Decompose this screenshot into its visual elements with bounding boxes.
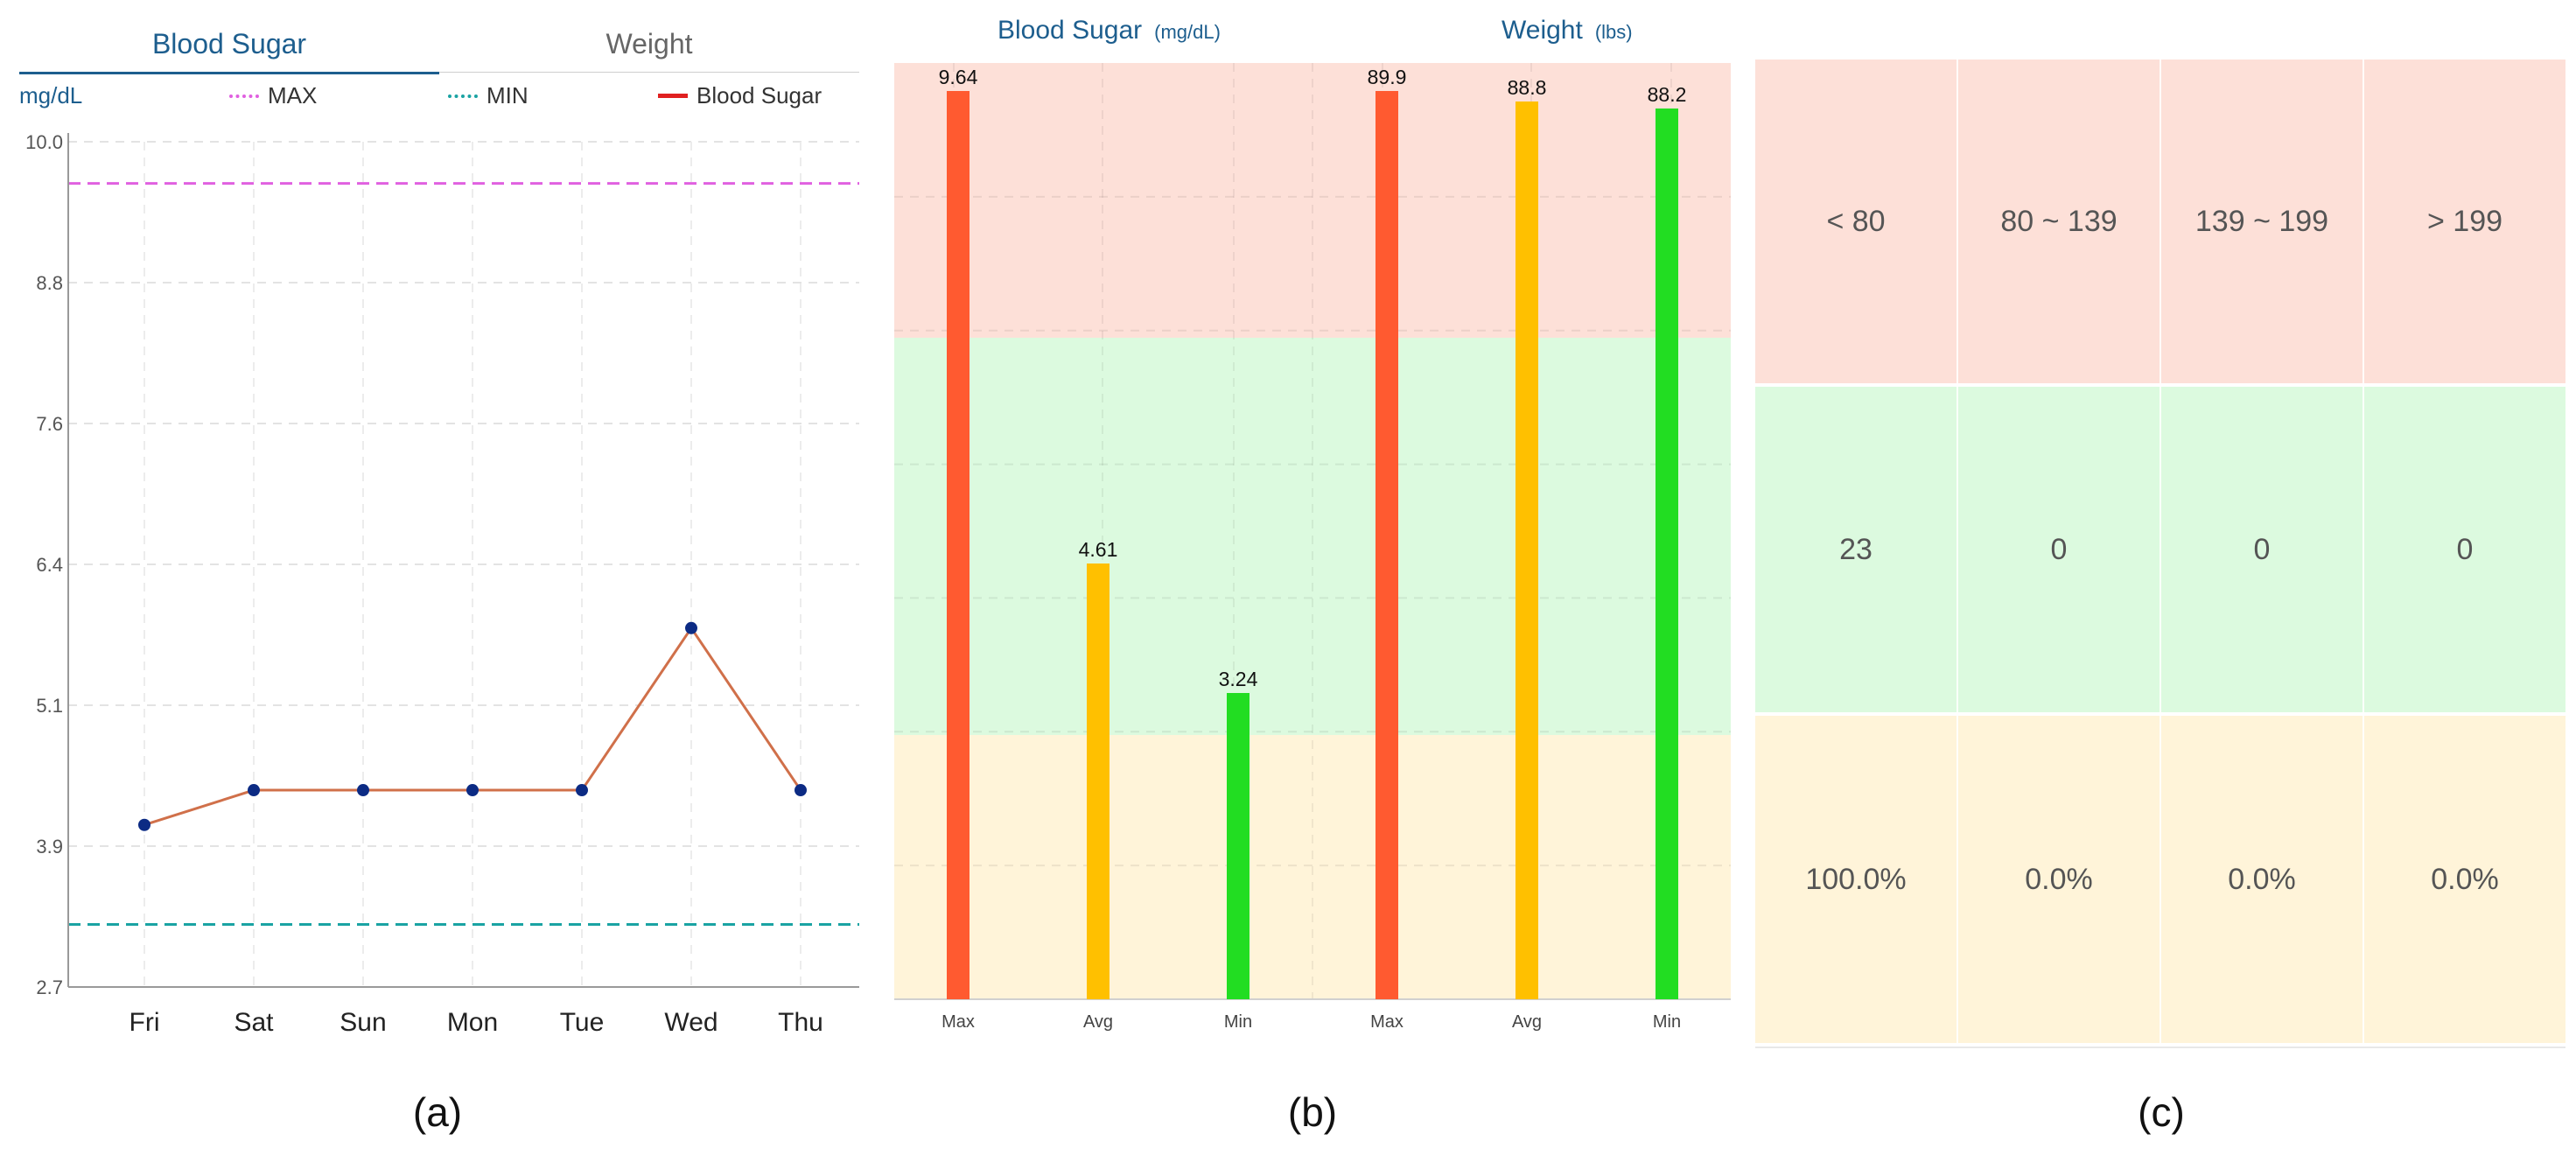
legend-max: MAX <box>229 82 317 109</box>
unit-label: mg/dL <box>19 82 83 108</box>
table-cell: 0 <box>2161 387 2364 712</box>
bar-category-label: Min <box>1224 1012 1252 1032</box>
line-chart-reference-lines <box>68 182 859 927</box>
table-cell: 23 <box>1755 387 1958 712</box>
distribution-table-panel: < 80 80 ~ 139 139 ~ 199 > 199 23 0 0 0 1… <box>1750 0 2576 1176</box>
legend-blood-sugar-swatch <box>658 94 688 98</box>
y-tick-label: 6.4 <box>36 554 63 576</box>
tab-blood-sugar[interactable]: Blood Sugar <box>19 16 439 74</box>
tab-weight[interactable]: Weight <box>439 16 859 73</box>
bar-chart-bars <box>947 91 1678 999</box>
legend-blood-sugar-label: Blood Sugar <box>696 82 822 108</box>
table-cell: 0 <box>1958 387 2161 712</box>
y-tick-label: 3.9 <box>36 836 63 858</box>
bar-weight-max <box>1376 91 1398 999</box>
y-tick-label: 2.7 <box>36 976 63 998</box>
bar-value-label: 89.9 <box>1368 66 1407 88</box>
table-cell: 0 <box>2456 532 2474 566</box>
table-row-percentages: 100.0% 0.0% 0.0% 0.0% <box>1755 716 2566 1043</box>
caption-a: (a) <box>412 1089 463 1135</box>
legend-max-label: MAX <box>268 82 318 108</box>
x-tick-label: Mon <box>447 1008 498 1037</box>
bar-value-label: 4.61 <box>1079 538 1118 561</box>
blood-sugar-line-panel: Blood Sugar Weight mg/dL MAX MIN Blood S… <box>0 0 875 1176</box>
x-tick-label: Sun <box>340 1008 386 1037</box>
legend-blood-sugar: Blood Sugar <box>658 82 822 109</box>
table-cell: 139 ~ 199 <box>2161 60 2364 383</box>
header-blood-sugar-unit: (mg/dL) <box>1154 21 1221 43</box>
data-point <box>794 784 807 797</box>
x-tick-label: Sat <box>234 1008 274 1037</box>
line-chart-grid <box>68 141 859 988</box>
data-point <box>357 784 369 797</box>
y-tick-label: 10.0 <box>25 131 63 153</box>
bar-category-label: Min <box>1653 1012 1681 1032</box>
y-tick-label: 8.8 <box>36 272 63 294</box>
distribution-table: < 80 80 ~ 139 139 ~ 199 > 199 23 0 0 0 1… <box>1755 60 2566 1043</box>
x-tick-label: Tue <box>560 1008 605 1037</box>
zone-band <box>894 735 1731 999</box>
x-tick-label: Fri <box>130 1008 160 1037</box>
table-cell: 0.0% <box>2431 862 2499 896</box>
chart-legend: mg/dL MAX MIN Blood Sugar <box>19 77 859 117</box>
table-cell: 80 ~ 139 <box>1958 60 2161 383</box>
bar-category-label: Max <box>1370 1012 1404 1032</box>
legend-max-swatch <box>229 94 259 98</box>
header-blood-sugar: Blood Sugar (mg/dL) <box>998 16 1221 46</box>
bar-chart: 9.64 Max 4.61 Avg 3.24 Min 89.9 Max 88.8 Avg 88.2 M… <box>894 63 1731 1032</box>
bar-value-label: 9.64 <box>939 66 978 88</box>
bar-category-label: Avg <box>1512 1012 1542 1032</box>
table-cell: > 199 <box>2426 204 2503 238</box>
zone-band <box>894 338 1731 735</box>
line-chart: 10.0 8.8 7.6 6.4 5.1 3.9 2.7 Fri Sat Sun Mon Tue Wed… <box>25 131 859 1037</box>
bar-category-label: Avg <box>1083 1012 1113 1032</box>
bar-value-label: 88.8 <box>1508 76 1547 99</box>
table-row-counts: 23 0 0 0 <box>1755 387 2566 712</box>
line-chart-axis: 10.0 8.8 7.6 6.4 5.1 3.9 2.7 Fri Sat Sun Mon Tue Wed… <box>25 131 859 1037</box>
tab-bar: Blood Sugar Weight <box>19 16 859 74</box>
summary-bar-panel: Blood Sugar (mg/dL) Weight (lbs) 9.64 Max 4.… <box>875 0 1750 1176</box>
table-row-ranges: < 80 80 ~ 139 139 ~ 199 > 199 <box>1755 60 2566 383</box>
bar-weight-avg <box>1516 102 1538 999</box>
bar-blood-sugar-max <box>947 91 970 999</box>
bar-weight-min <box>1656 108 1678 999</box>
x-tick-label: Wed <box>664 1008 718 1037</box>
data-point <box>138 818 150 831</box>
table-cell: 0.0% <box>2161 716 2364 1043</box>
x-tick-label: Thu <box>778 1008 823 1037</box>
bar-blood-sugar-min <box>1227 693 1250 999</box>
legend-min-swatch <box>448 94 478 98</box>
header-weight-unit: (lbs) <box>1594 21 1633 43</box>
line-chart-series <box>138 621 807 831</box>
data-point <box>248 784 260 797</box>
legend-min: MIN <box>448 82 528 109</box>
bar-blood-sugar-avg <box>1087 564 1110 999</box>
bar-chart-labels: 9.64 Max 4.61 Avg 3.24 Min 89.9 Max 88.8 Avg 88.2 M… <box>939 66 1687 1032</box>
table-divider <box>1755 1046 2566 1048</box>
y-tick-label: 5.1 <box>36 695 63 717</box>
bar-category-label: Max <box>942 1012 975 1032</box>
data-point <box>576 784 588 797</box>
data-point <box>466 784 479 797</box>
header-weight: Weight (lbs) <box>1502 16 1633 46</box>
y-tick-label: 7.6 <box>36 413 63 435</box>
header-blood-sugar-title: Blood Sugar <box>998 16 1143 45</box>
table-cell: < 80 <box>1755 60 1958 383</box>
legend-min-label: MIN <box>486 82 528 108</box>
table-cell: 0.0% <box>1958 716 2161 1043</box>
caption-c: (c) <box>2138 1089 2185 1135</box>
table-cell: 100.0% <box>1755 716 1958 1043</box>
data-point <box>685 621 697 634</box>
bar-value-label: 3.24 <box>1219 668 1258 690</box>
bar-value-label: 88.2 <box>1648 83 1687 106</box>
header-weight-title: Weight <box>1502 16 1583 45</box>
zone-band <box>894 63 1731 338</box>
bar-chart-bands <box>894 63 1731 999</box>
caption-b: (b) <box>1287 1089 1338 1135</box>
